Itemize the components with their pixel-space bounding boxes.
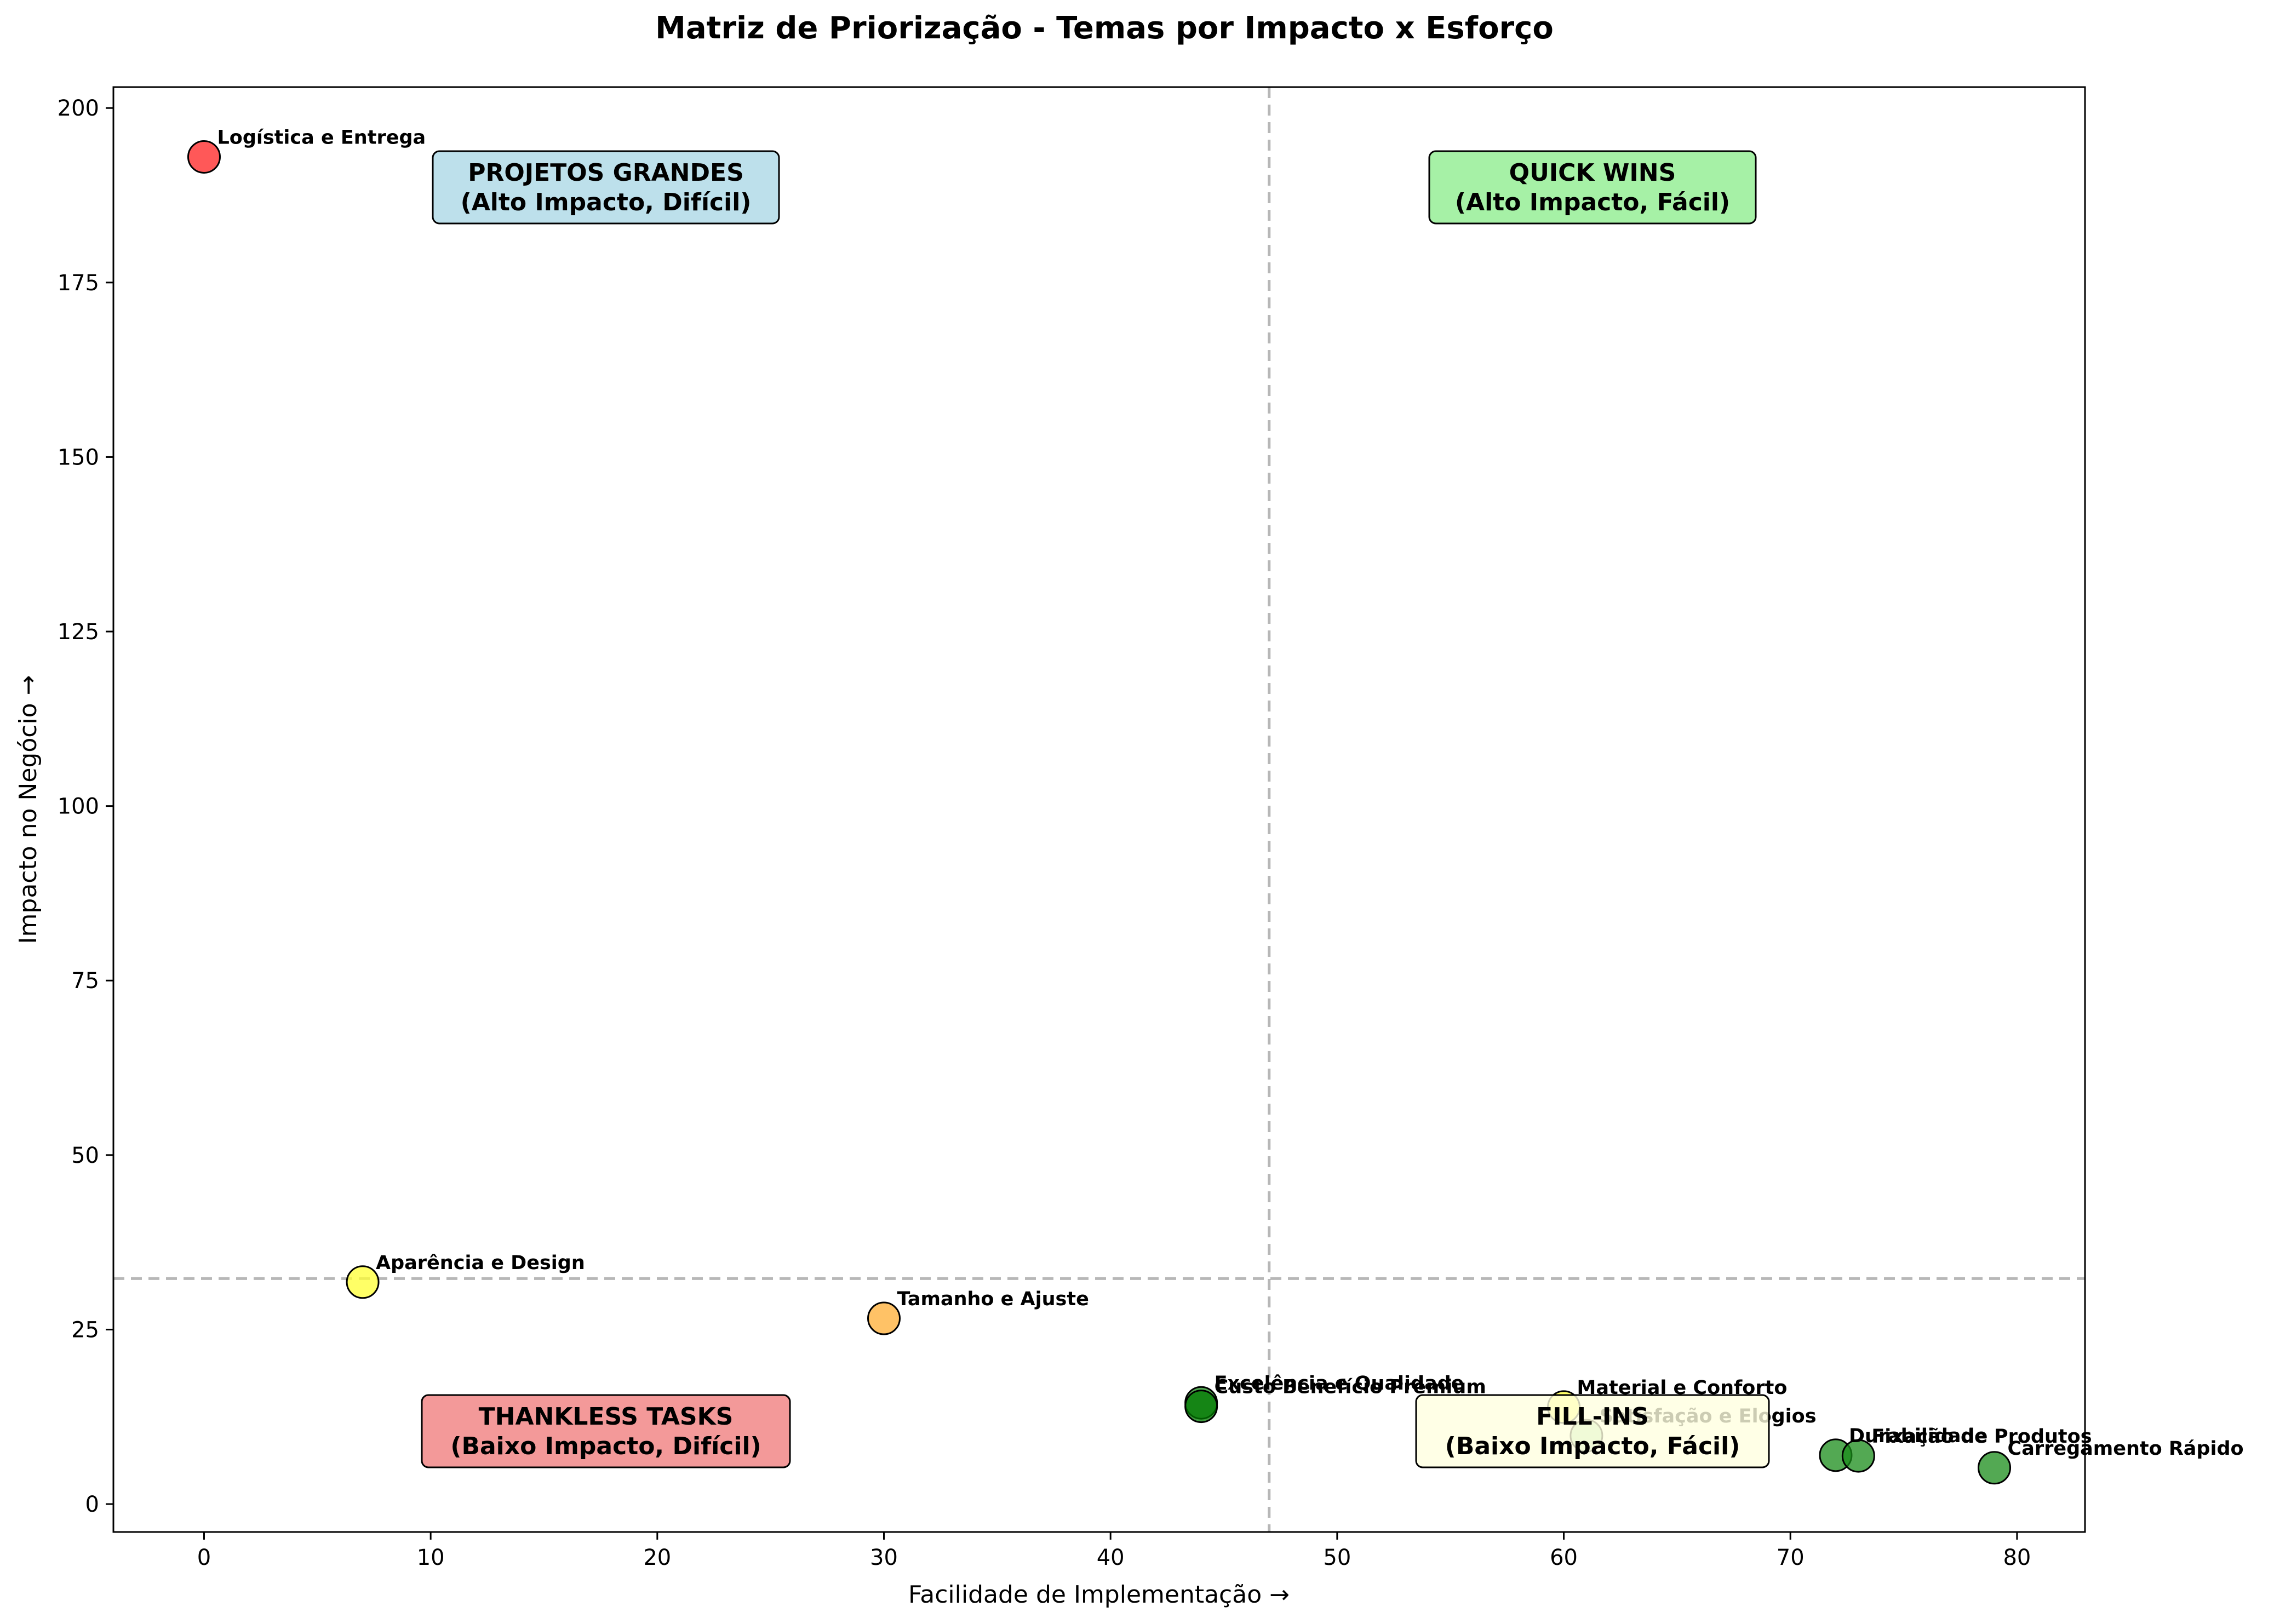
quadrant-title: PROJETOS GRANDES [468,159,744,187]
x-tick-label: 10 [417,1545,445,1570]
quadrant-box [1428,150,1757,225]
plot-area-frame [112,86,2086,1533]
data-point-label: Carregamento Rápido [2008,1438,2244,1460]
quadrant-title: THANKLESS TASKS [479,1403,734,1431]
quadrant-subtitle: (Alto Impacto, Difícil) [461,188,752,216]
y-axis-label: Impacto no Negócio → [14,675,42,944]
data-point-label: Excelência e Qualidade [1215,1373,1464,1395]
x-axis-label: Facilidade de Implementação → [908,1581,1290,1609]
quadrant-subtitle: (Baixo Impacto, Fácil) [1445,1432,1740,1460]
chart-title: Matriz de Priorização - Temas por Impact… [655,10,1554,46]
x-tick-label: 0 [197,1545,211,1570]
y-tick-label: 150 [58,445,99,470]
quadrant-box [421,1394,791,1468]
data-point [1978,1451,2012,1485]
data-point [1841,1439,1875,1473]
data-point [867,1301,901,1335]
x-tick-label: 20 [643,1545,671,1570]
quadrant-subtitle: (Baixo Impacto, Difícil) [450,1432,761,1460]
y-tick-label: 100 [58,794,99,819]
y-tick-label: 50 [71,1143,99,1168]
data-point-label: Logística e Entrega [217,127,426,148]
y-tick-label: 200 [58,96,99,121]
data-point-label: Tamanho e Ajuste [897,1288,1089,1310]
quadrant-title: QUICK WINS [1509,159,1676,187]
y-tick-label: 25 [71,1317,99,1342]
data-point [346,1265,380,1299]
quadrant-box [432,150,780,225]
quadrant-dividers [113,87,2085,1532]
quadrant-subtitle: (Alto Impacto, Fácil) [1455,188,1730,216]
y-tick-label: 175 [58,271,99,296]
x-tick-label: 60 [1550,1545,1578,1570]
y-tick-label: 125 [58,619,99,645]
data-point-label: Aparência e Design [376,1252,585,1274]
x-tick-label: 30 [870,1545,898,1570]
y-tick-label: 0 [85,1492,99,1517]
quadrant-projetos-grandes: PROJETOS GRANDES (Alto Impacto, Difícil) [432,150,780,225]
y-tick-label: 75 [71,968,99,994]
quadrant-quick-wins: QUICK WINS (Alto Impacto, Fácil) [1428,150,1757,225]
data-point [1184,1390,1218,1424]
quadrant-box [1415,1394,1770,1468]
axis-ticks: 0 10 20 30 40 50 60 70 80 0 25 50 75 100 125 150 175 200 [58,96,2031,1570]
x-tick-label: 80 [2003,1545,2031,1570]
x-tick-label: 40 [1097,1545,1125,1570]
x-tick-label: 50 [1323,1545,1351,1570]
quadrant-thankless-tasks: THANKLESS TASKS (Baixo Impacto, Difícil) [421,1394,791,1468]
x-tick-label: 70 [1777,1545,1805,1570]
quadrant-title: FILL-INS [1536,1403,1649,1431]
quadrant-fill-ins: FILL-INS (Baixo Impacto, Fácil) [1415,1394,1770,1468]
data-point-label: Durabilidade [1849,1425,1987,1447]
data-point [187,140,221,174]
data-point-label: Fixação de Produtos [1871,1426,2092,1448]
